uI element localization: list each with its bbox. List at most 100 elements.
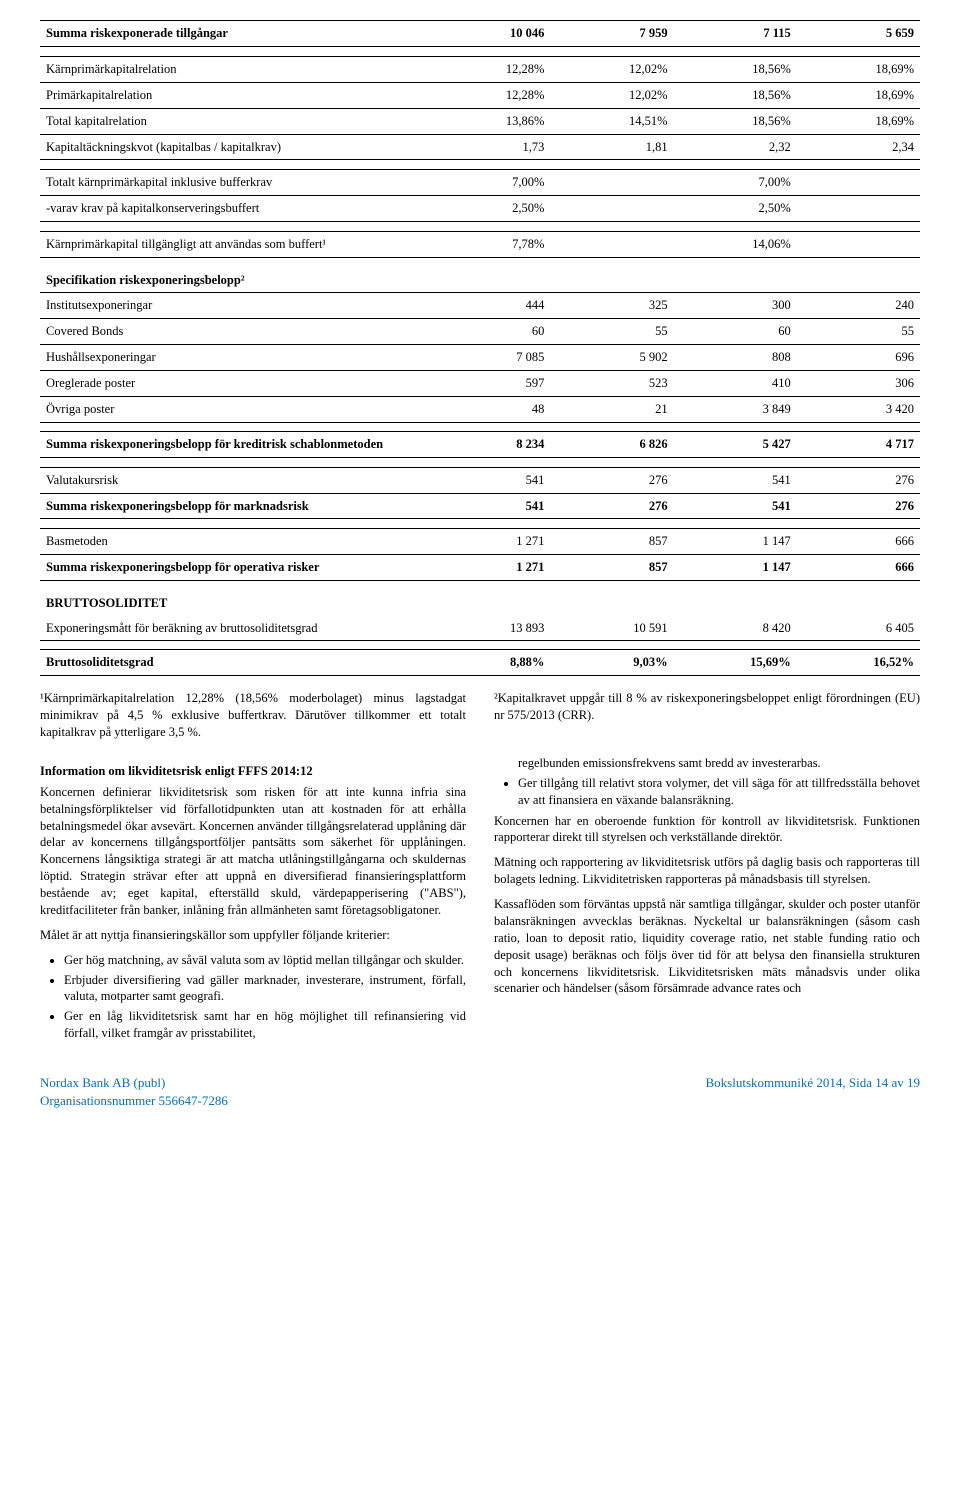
row-value: 276 bbox=[797, 493, 920, 519]
row-value: 523 bbox=[550, 371, 673, 397]
row-label: Summa riskexponeringsbelopp för kreditri… bbox=[40, 431, 427, 457]
row-label: Basmetoden bbox=[40, 529, 427, 555]
row-label: BRUTTOSOLIDITET bbox=[40, 591, 427, 616]
row-value: 13,86% bbox=[427, 108, 550, 134]
body-right-column: regelbunden emissionsfrekvens samt bredd… bbox=[494, 755, 920, 1046]
row-label: Summa riskexponeringsbelopp för marknads… bbox=[40, 493, 427, 519]
left-bullet: Erbjuder diversifiering vad gäller markn… bbox=[64, 972, 466, 1006]
row-value: 6 826 bbox=[550, 431, 673, 457]
row-label: Totalt kärnprimärkapital inklusive buffe… bbox=[40, 170, 427, 196]
footer-orgnr: Organisationsnummer 556647-7286 bbox=[40, 1093, 228, 1108]
row-value: 16,52% bbox=[797, 650, 920, 676]
row-value: 14,51% bbox=[550, 108, 673, 134]
row-value: 6 405 bbox=[797, 616, 920, 641]
row-value bbox=[674, 268, 797, 293]
row-label: Kärnprimärkapitalrelation bbox=[40, 56, 427, 82]
row-value: 2,50% bbox=[674, 196, 797, 222]
row-value: 55 bbox=[550, 319, 673, 345]
row-value: 7 115 bbox=[674, 21, 797, 47]
financial-table: Summa riskexponerade tillgångar10 0467 9… bbox=[40, 20, 920, 676]
row-label: Summa riskexponeringsbelopp för operativ… bbox=[40, 555, 427, 581]
row-label: Covered Bonds bbox=[40, 319, 427, 345]
row-value: 60 bbox=[674, 319, 797, 345]
right-bullet-list: regelbunden emissionsfrekvens samt bredd… bbox=[494, 755, 920, 809]
left-bullet: Ger en låg likviditetsrisk samt har en h… bbox=[64, 1008, 466, 1042]
row-value: 8 420 bbox=[674, 616, 797, 641]
row-value: 7,00% bbox=[674, 170, 797, 196]
row-value: 276 bbox=[550, 467, 673, 493]
row-value: 276 bbox=[797, 467, 920, 493]
row-value: 12,02% bbox=[550, 82, 673, 108]
row-value: 18,56% bbox=[674, 56, 797, 82]
row-value: 7 085 bbox=[427, 345, 550, 371]
row-value: 18,56% bbox=[674, 82, 797, 108]
row-value: 276 bbox=[550, 493, 673, 519]
row-label: Övriga poster bbox=[40, 396, 427, 422]
footnote-2: ²Kapitalkravet uppgår till 8 % av riskex… bbox=[494, 690, 920, 741]
row-value: 1 271 bbox=[427, 529, 550, 555]
row-value: 7,78% bbox=[427, 232, 550, 258]
row-label: Kärnprimärkapital tillgängligt att använ… bbox=[40, 232, 427, 258]
row-value: 300 bbox=[674, 293, 797, 319]
row-value bbox=[550, 170, 673, 196]
row-value: 3 420 bbox=[797, 396, 920, 422]
row-value: 5 902 bbox=[550, 345, 673, 371]
row-value: 306 bbox=[797, 371, 920, 397]
row-value: 541 bbox=[427, 467, 550, 493]
row-value: 1,81 bbox=[550, 134, 673, 160]
row-value: 9,03% bbox=[550, 650, 673, 676]
row-label: Specifikation riskexponeringsbelopp² bbox=[40, 268, 427, 293]
row-value: 48 bbox=[427, 396, 550, 422]
page-footer: Nordax Bank AB (publ) Organisationsnumme… bbox=[40, 1074, 920, 1109]
row-value bbox=[427, 268, 550, 293]
left-p2: Målet är att nyttja finansieringskällor … bbox=[40, 927, 466, 944]
footer-left: Nordax Bank AB (publ) Organisationsnumme… bbox=[40, 1074, 228, 1109]
row-value: 8,88% bbox=[427, 650, 550, 676]
row-value: 13 893 bbox=[427, 616, 550, 641]
row-label: Total kapitalrelation bbox=[40, 108, 427, 134]
row-value: 7 959 bbox=[550, 21, 673, 47]
row-value: 597 bbox=[427, 371, 550, 397]
footnote-1: ¹Kärnprimärkapitalrelation 12,28% (18,56… bbox=[40, 690, 466, 741]
row-value: 3 849 bbox=[674, 396, 797, 422]
row-value: 5 659 bbox=[797, 21, 920, 47]
row-label: Valutakursrisk bbox=[40, 467, 427, 493]
row-value: 2,34 bbox=[797, 134, 920, 160]
row-value bbox=[427, 591, 550, 616]
row-label: Institutsexponeringar bbox=[40, 293, 427, 319]
row-value: 541 bbox=[674, 493, 797, 519]
right-bullet: Ger tillgång till relativt stora volymer… bbox=[518, 775, 920, 809]
row-value: 12,28% bbox=[427, 56, 550, 82]
row-value bbox=[797, 196, 920, 222]
row-value: 1 271 bbox=[427, 555, 550, 581]
row-value bbox=[797, 591, 920, 616]
row-value: 666 bbox=[797, 555, 920, 581]
row-value: 325 bbox=[550, 293, 673, 319]
row-value: 1 147 bbox=[674, 555, 797, 581]
row-value bbox=[674, 591, 797, 616]
row-value: 2,32 bbox=[674, 134, 797, 160]
row-label: Bruttosoliditetsgrad bbox=[40, 650, 427, 676]
row-value: 857 bbox=[550, 529, 673, 555]
row-value bbox=[550, 196, 673, 222]
row-value bbox=[550, 232, 673, 258]
row-value: 808 bbox=[674, 345, 797, 371]
row-value: 12,28% bbox=[427, 82, 550, 108]
row-value: 4 717 bbox=[797, 431, 920, 457]
row-value: 12,02% bbox=[550, 56, 673, 82]
footer-company: Nordax Bank AB (publ) bbox=[40, 1075, 165, 1090]
row-value: 10 591 bbox=[550, 616, 673, 641]
row-label: Hushållsexponeringar bbox=[40, 345, 427, 371]
row-value: 18,69% bbox=[797, 108, 920, 134]
body-left-column: Information om likviditetsrisk enligt FF… bbox=[40, 755, 466, 1046]
row-value: 857 bbox=[550, 555, 673, 581]
row-value: 541 bbox=[674, 467, 797, 493]
row-label: -varav krav på kapitalkonserveringsbuffe… bbox=[40, 196, 427, 222]
row-label: Kapitaltäckningskvot (kapitalbas / kapit… bbox=[40, 134, 427, 160]
row-value: 1,73 bbox=[427, 134, 550, 160]
row-value: 7,00% bbox=[427, 170, 550, 196]
row-value: 410 bbox=[674, 371, 797, 397]
row-value bbox=[550, 268, 673, 293]
row-value: 666 bbox=[797, 529, 920, 555]
row-value: 60 bbox=[427, 319, 550, 345]
